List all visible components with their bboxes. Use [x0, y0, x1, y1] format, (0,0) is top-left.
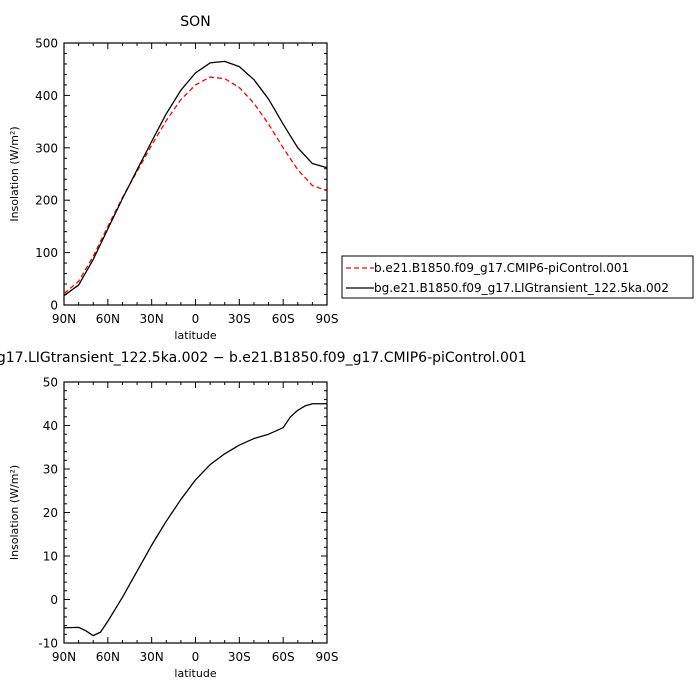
- x-tick-label: 60N: [96, 650, 120, 664]
- y-tick-label: 100: [35, 246, 58, 260]
- x-tick-label: 60N: [96, 312, 120, 326]
- bottom-panel: bg.e21.B1850.f09_g17.LIGtransient_122.5k…: [0, 350, 527, 680]
- y-tick-label: 0: [50, 593, 58, 607]
- y-tick-label: 40: [43, 419, 58, 433]
- x-axis-label: latitude: [174, 329, 216, 342]
- chart-title: bg.e21.B1850.f09_g17.LIGtransient_122.5k…: [0, 350, 527, 366]
- x-tick-label: 90S: [316, 650, 339, 664]
- legend-label-1: bg.e21.B1850.f09_g17.LIGtransient_122.5k…: [374, 281, 669, 295]
- chart-title: SON: [180, 14, 210, 30]
- series-line-0: [63, 76, 328, 294]
- x-tick-label: 30S: [228, 312, 251, 326]
- top-panel: SON 0 100 200 300 400 500 90N 60N 30N 0 30S 60S 90S la…: [8, 14, 694, 342]
- legend-box: [341, 255, 694, 299]
- y-tick-label: 0: [50, 299, 58, 313]
- x-tick-label: 60S: [272, 650, 295, 664]
- y-axis-label: Insolation (W/m²): [8, 465, 21, 560]
- x-tick-label: 60S: [272, 312, 295, 326]
- y-tick-label: 200: [35, 194, 58, 208]
- x-tick-label: 0: [192, 312, 200, 326]
- series-line-0: [63, 403, 327, 637]
- series-line-1: [63, 60, 328, 297]
- y-tick-label: 300: [35, 141, 58, 155]
- legend-label-0: b.e21.B1850.f09_g17.CMIP6-piControl.001: [374, 261, 629, 275]
- x-tick-label: 30N: [140, 650, 164, 664]
- x-tick-label: 90S: [316, 312, 339, 326]
- plot-frame: [63, 42, 328, 306]
- y-tick-label: 20: [43, 506, 58, 520]
- x-tick-label: 90N: [52, 650, 76, 664]
- x-tick-label: 30S: [228, 650, 251, 664]
- y-axis-label: Insolation (W/m²): [8, 126, 21, 221]
- y-tick-label: 500: [35, 37, 58, 51]
- x-tick-label: 0: [192, 650, 200, 664]
- y-tick-label: 400: [35, 89, 58, 103]
- x-tick-label: 30N: [140, 312, 164, 326]
- y-tick-label: 50: [43, 376, 58, 390]
- x-axis-label: latitude: [174, 667, 216, 680]
- y-tick-label: 30: [43, 463, 58, 477]
- y-tick-label: 10: [43, 550, 58, 564]
- y-tick-label: -10: [38, 637, 58, 651]
- x-tick-label: 90N: [52, 312, 76, 326]
